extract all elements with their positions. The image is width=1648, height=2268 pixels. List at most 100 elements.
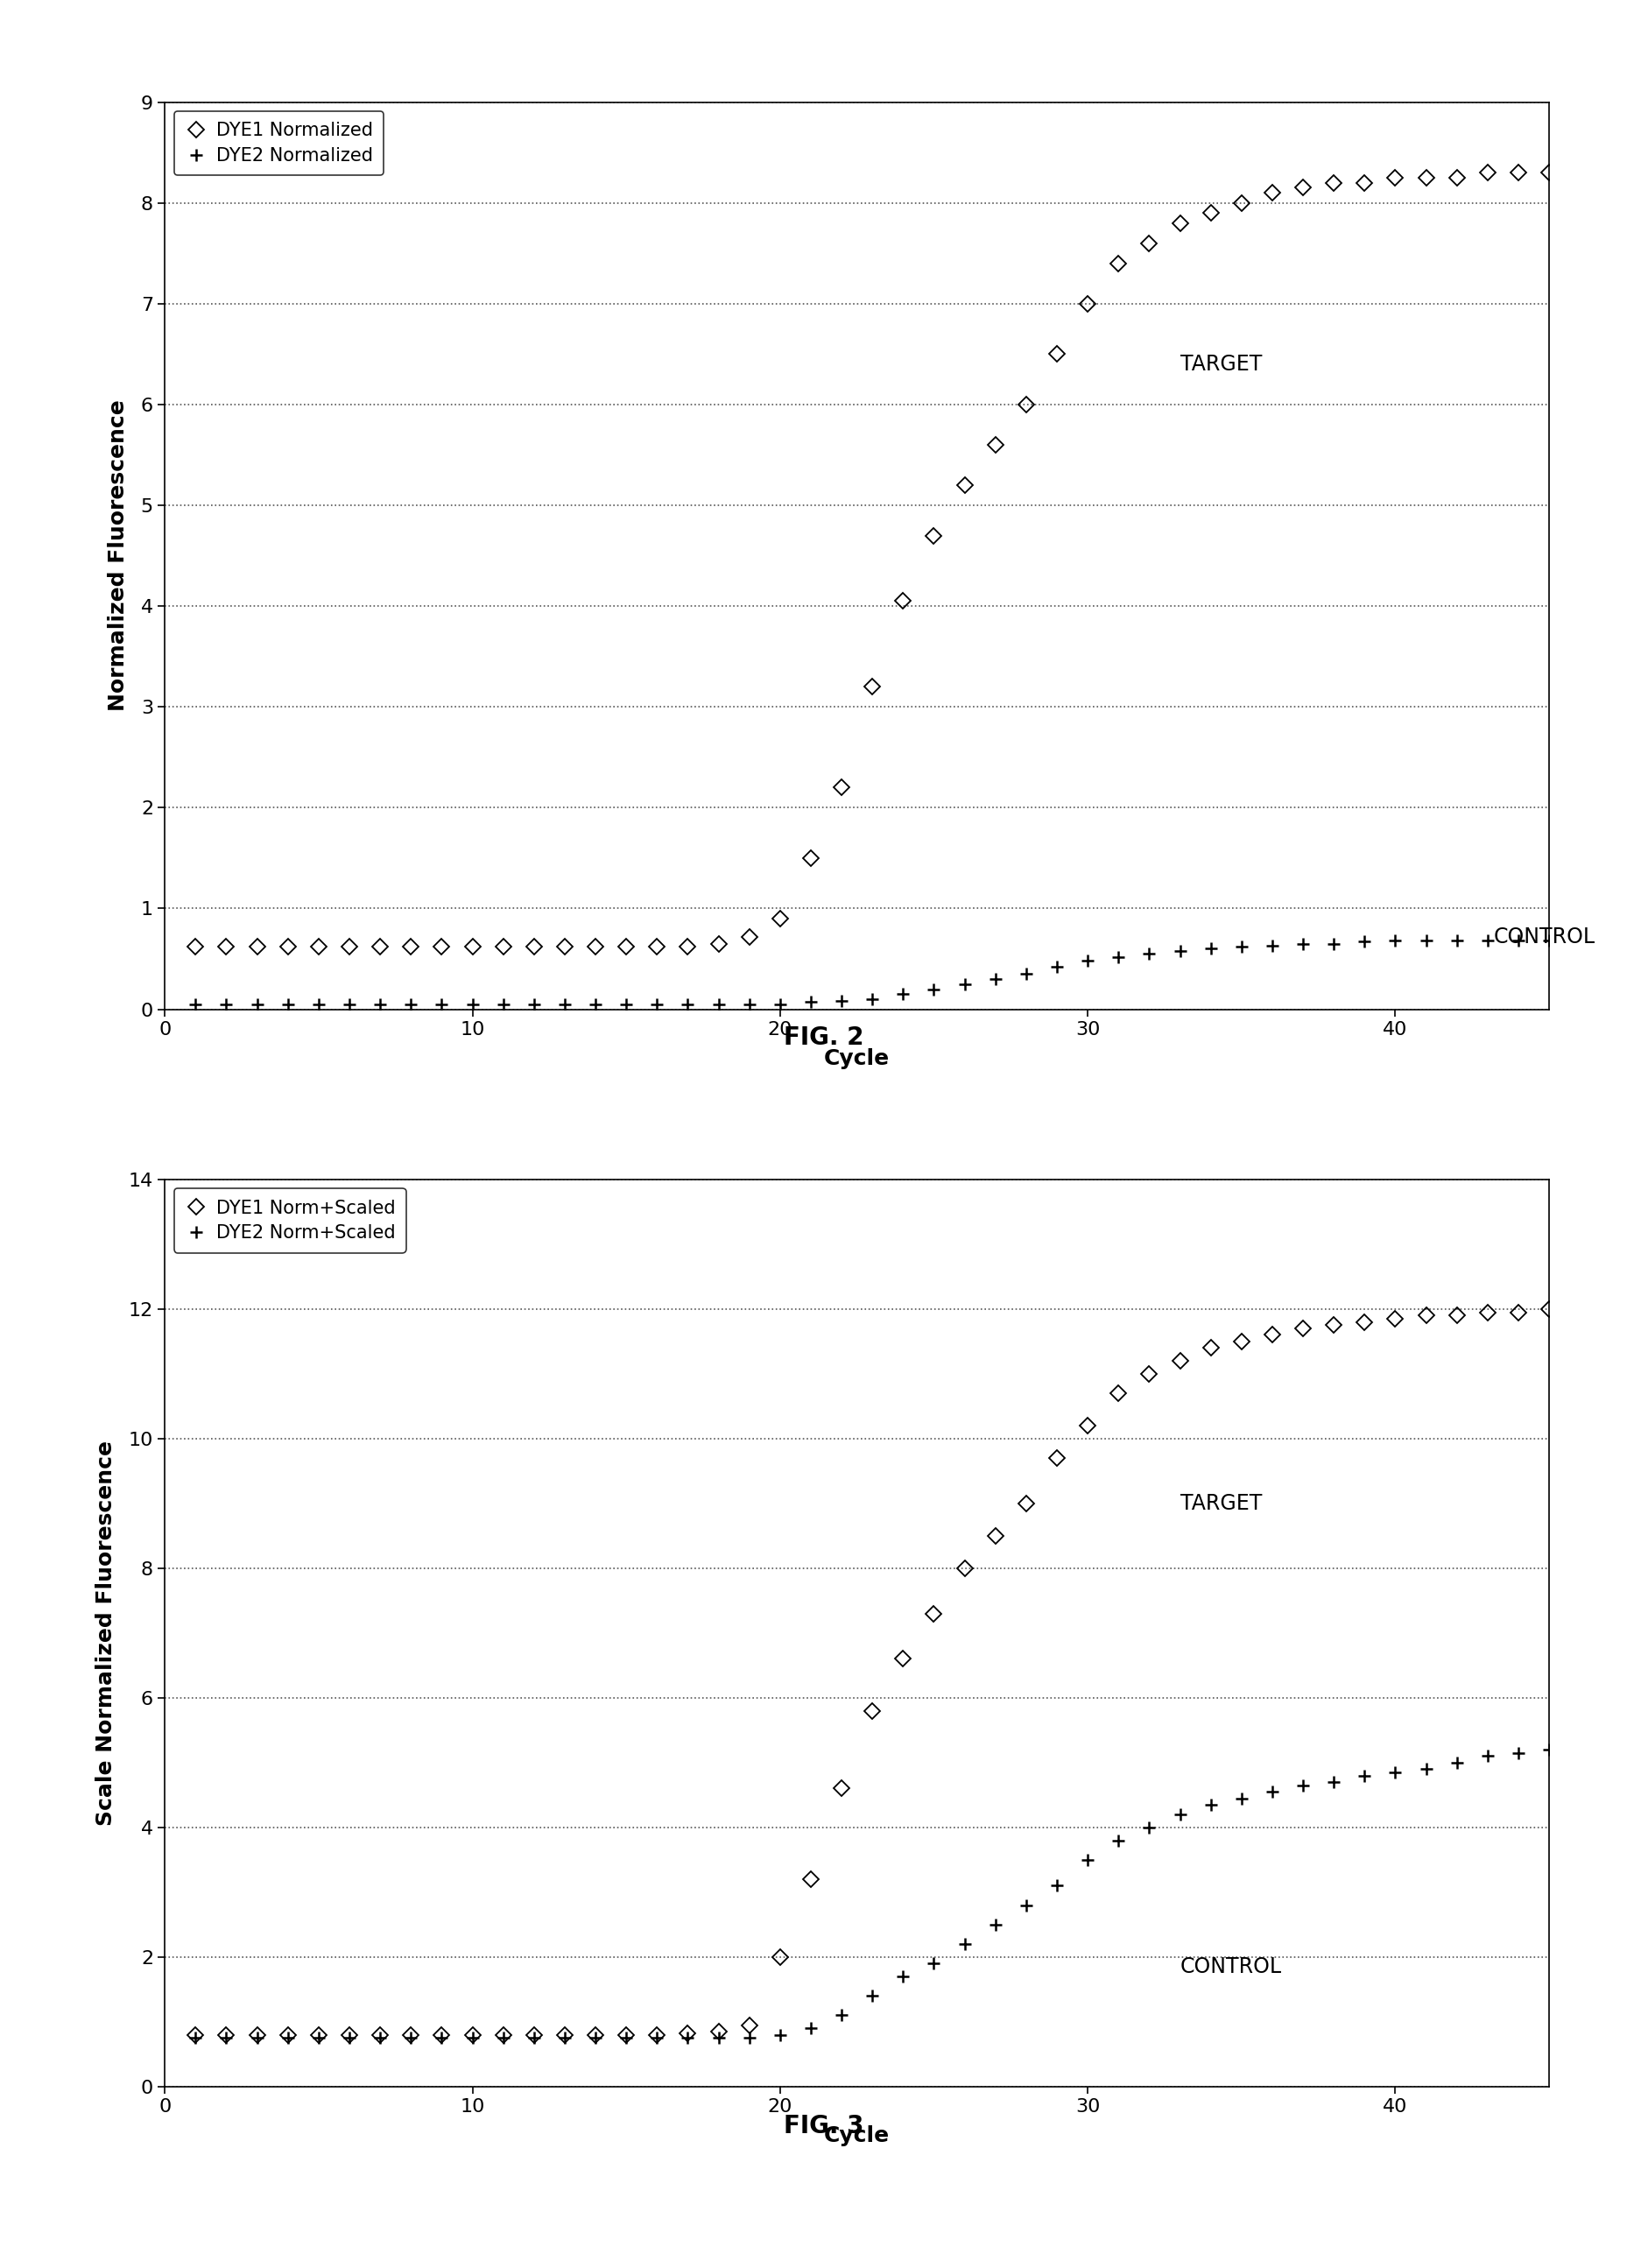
DYE1 Normalized (1355, 170, 1374, 197)
DYE1 Normalized (1109, 249, 1129, 277)
DYE1 Normalized (925, 522, 944, 549)
DYE2 Normalized (1386, 928, 1406, 955)
DYE1 Normalized (1139, 229, 1159, 256)
Legend: DYE1 Norm+Scaled, DYE2 Norm+Scaled: DYE1 Norm+Scaled, DYE2 Norm+Scaled (175, 1188, 405, 1252)
DYE2 Normalized (1109, 943, 1129, 971)
DYE2 Norm+Scaled (1294, 1771, 1313, 1799)
DYE1 Normalized (1201, 200, 1221, 227)
DYE2 Normalized (186, 991, 206, 1018)
DYE2 Normalized (400, 991, 420, 1018)
DYE1 Norm+Scaled (832, 1776, 852, 1803)
DYE2 Norm+Scaled (1508, 1740, 1528, 1767)
DYE1 Norm+Scaled (1323, 1311, 1343, 1338)
Line: DYE2 Norm+Scaled: DYE2 Norm+Scaled (190, 1744, 1556, 2043)
DYE2 Normalized (1170, 937, 1190, 964)
DYE2 Normalized (1201, 934, 1221, 962)
DYE2 Norm+Scaled (677, 2025, 697, 2053)
DYE2 Norm+Scaled (616, 2025, 636, 2053)
DYE1 Norm+Scaled (801, 1867, 821, 1894)
DYE1 Normalized (216, 932, 236, 959)
DYE1 Norm+Scaled (925, 1599, 944, 1626)
DYE1 Normalized (585, 932, 605, 959)
Y-axis label: Normalized Fluorescence: Normalized Fluorescence (107, 399, 129, 712)
DYE1 Normalized (493, 932, 513, 959)
DYE1 Norm+Scaled (216, 2021, 236, 2048)
DYE2 Norm+Scaled (339, 2025, 359, 2053)
DYE2 Normalized (1262, 932, 1282, 959)
DYE2 Normalized (709, 991, 728, 1018)
DYE1 Normalized (432, 932, 452, 959)
DYE1 Norm+Scaled (986, 1522, 1005, 1549)
DYE1 Normalized (339, 932, 359, 959)
DYE1 Normalized (400, 932, 420, 959)
DYE1 Normalized (463, 932, 483, 959)
DYE2 Norm+Scaled (986, 1912, 1005, 1939)
Text: FIG. 2: FIG. 2 (784, 1025, 864, 1050)
X-axis label: Cycle: Cycle (824, 1048, 890, 1068)
DYE2 Norm+Scaled (279, 2025, 298, 2053)
DYE1 Norm+Scaled (1170, 1347, 1190, 1374)
DYE2 Norm+Scaled (432, 2025, 452, 2053)
Text: CONTROL: CONTROL (1180, 1957, 1282, 1978)
DYE2 Norm+Scaled (1539, 1735, 1559, 1762)
DYE1 Normalized (1508, 159, 1528, 186)
DYE2 Norm+Scaled (216, 2025, 236, 2053)
DYE2 Normalized (648, 991, 667, 1018)
DYE2 Normalized (432, 991, 452, 1018)
DYE2 Norm+Scaled (1109, 1826, 1129, 1853)
DYE2 Norm+Scaled (555, 2025, 575, 2053)
DYE2 Norm+Scaled (954, 1930, 974, 1957)
DYE2 Normalized (216, 991, 236, 1018)
DYE2 Norm+Scaled (1447, 1749, 1467, 1776)
Legend: DYE1 Normalized, DYE2 Normalized: DYE1 Normalized, DYE2 Normalized (175, 111, 384, 175)
DYE1 Normalized (740, 923, 760, 950)
DYE2 Norm+Scaled (1231, 1785, 1251, 1812)
DYE1 Norm+Scaled (247, 2021, 267, 2048)
Line: DYE2 Normalized: DYE2 Normalized (190, 934, 1556, 1009)
DYE1 Norm+Scaled (1139, 1361, 1159, 1388)
X-axis label: Cycle: Cycle (824, 2125, 890, 2146)
DYE2 Normalized (770, 991, 789, 1018)
DYE2 Norm+Scaled (1323, 1769, 1343, 1796)
DYE2 Normalized (862, 987, 882, 1014)
DYE1 Norm+Scaled (1078, 1413, 1098, 1440)
DYE1 Norm+Scaled (400, 2021, 420, 2048)
DYE2 Normalized (1508, 928, 1528, 955)
DYE1 Normalized (677, 932, 697, 959)
Y-axis label: Scale Normalized Fluorescence: Scale Normalized Fluorescence (96, 1440, 117, 1826)
DYE2 Normalized (893, 980, 913, 1007)
DYE2 Norm+Scaled (648, 2025, 667, 2053)
DYE2 Normalized (1355, 928, 1374, 955)
DYE1 Normalized (801, 844, 821, 871)
DYE1 Normalized (1170, 209, 1190, 236)
DYE1 Norm+Scaled (740, 2012, 760, 2039)
DYE2 Normalized (247, 991, 267, 1018)
DYE1 Norm+Scaled (1447, 1302, 1467, 1329)
DYE2 Normalized (677, 991, 697, 1018)
DYE2 Norm+Scaled (308, 2025, 328, 2053)
DYE1 Norm+Scaled (616, 2021, 636, 2048)
DYE1 Normalized (986, 431, 1005, 458)
DYE1 Normalized (832, 773, 852, 801)
DYE1 Normalized (555, 932, 575, 959)
DYE1 Norm+Scaled (186, 2021, 206, 2048)
DYE1 Normalized (1478, 159, 1498, 186)
DYE1 Normalized (1539, 159, 1559, 186)
DYE1 Norm+Scaled (862, 1696, 882, 1724)
DYE2 Normalized (1017, 959, 1037, 987)
DYE1 Norm+Scaled (1017, 1490, 1037, 1517)
DYE1 Norm+Scaled (954, 1554, 974, 1581)
DYE1 Normalized (648, 932, 667, 959)
DYE1 Norm+Scaled (1231, 1327, 1251, 1354)
DYE1 Normalized (186, 932, 206, 959)
Text: TARGET: TARGET (1180, 1492, 1262, 1513)
DYE1 Norm+Scaled (585, 2021, 605, 2048)
DYE1 Normalized (709, 930, 728, 957)
Line: DYE1 Normalized: DYE1 Normalized (190, 168, 1554, 953)
DYE2 Norm+Scaled (585, 2025, 605, 2053)
DYE1 Normalized (954, 472, 974, 499)
DYE1 Normalized (1231, 188, 1251, 215)
DYE1 Norm+Scaled (555, 2021, 575, 2048)
DYE1 Normalized (1447, 163, 1467, 191)
DYE2 Normalized (524, 991, 544, 1018)
